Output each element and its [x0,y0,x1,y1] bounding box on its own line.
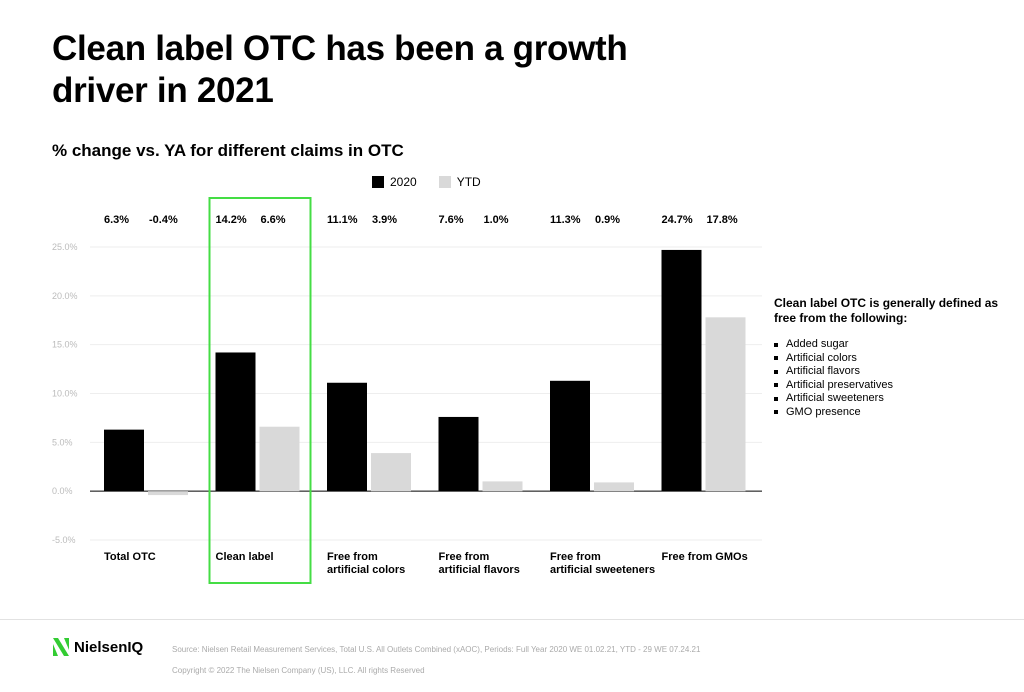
definition-item: Artificial preservatives [774,379,893,393]
definition-list: Added sugar Artificial colors Artificial… [774,338,893,419]
x-tick-label: Free from GMOs [662,551,748,563]
definition-item: Artificial flavors [774,365,893,379]
bar-2020-1 [215,352,256,492]
bar-ytd-4 [594,482,634,492]
source-note: Source: Nielsen Retail Measurement Servi… [172,645,701,654]
definition-item: GMO presence [774,406,893,420]
legend-item-ytd: YTD [438,175,481,189]
y-tick-label: 5.0% [52,437,73,447]
data-label: 14.2% [216,214,247,226]
x-tick-label: artificial flavors [439,564,520,576]
footer-divider [0,619,1024,620]
data-label: -0.4% [149,214,178,226]
definition-item-label: Artificial preservatives [786,378,893,391]
definition-item-label: Artificial flavors [786,365,860,377]
bullet-icon [774,356,778,361]
definition-item: Artificial colors [774,352,893,366]
bar-2020-3 [438,416,479,492]
x-tick-label: Clean label [216,551,274,563]
bullet-icon [774,342,778,347]
bar-2020-0 [104,429,144,492]
x-tick-label: artificial sweeteners [550,564,655,576]
copyright-note: Copyright © 2022 The Nielsen Company (US… [172,666,425,675]
data-label: 3.9% [372,214,397,226]
definition-item: Added sugar [774,338,893,352]
chart-legend: 2020 YTD [372,175,503,189]
y-tick-label: 25.0% [52,242,78,252]
data-label: 6.3% [104,214,129,226]
highlight-box [208,197,312,584]
chart-subtitle: % change vs. YA for different claims in … [52,141,404,160]
data-label: 11.3% [550,214,581,226]
logo-text: NielsenIQ [74,638,144,656]
definition-title: Clean label OTC is generally defined as … [774,296,999,325]
definition-item-label: Added sugar [786,338,849,350]
data-label: 11.1% [327,214,358,226]
data-label: 6.6% [261,214,286,226]
y-tick-label: -5.0% [52,535,76,545]
bullet-icon [774,369,778,374]
y-tick-label: 10.0% [52,389,78,399]
y-tick-label: 15.0% [52,340,78,350]
data-label: 24.7% [662,214,693,226]
x-tick-label: Total OTC [104,551,156,563]
y-tick-label: 20.0% [52,291,78,301]
bar-ytd-1 [259,426,300,492]
bar-ytd-3 [482,481,523,492]
legend-swatch-ytd [438,176,451,188]
legend-item-2020: 2020 [372,175,417,189]
data-label: 7.6% [439,214,464,226]
page-title: Clean label OTC has been a growth driver… [52,29,628,110]
bar-2020-4 [550,380,590,492]
data-label: 1.0% [484,214,509,226]
bar-ytd-0 [148,491,188,496]
bullet-icon [774,410,778,415]
definition-item-label: Artificial sweeteners [786,392,884,404]
definition-item-label: GMO presence [786,405,861,418]
data-label: 17.8% [707,214,738,226]
y-tick-label: 0.0% [52,486,73,496]
bullet-icon [774,383,778,388]
definition-item: Artificial sweeteners [774,392,893,406]
bar-chart: 25.0% 20.0% 15.0% 10.0% 5.0% 0.0% -5.0% 6.3% -0.… [52,197,762,584]
legend-label-ytd: YTD [456,175,481,189]
legend-label-2020: 2020 [390,175,417,189]
bar-2020-5 [661,249,702,492]
legend-swatch-2020 [372,176,384,188]
bar-ytd-2 [371,453,411,492]
data-label: 0.9% [595,214,620,226]
nielseniq-logo: NielsenIQ [52,637,143,657]
x-tick-label: Free from [327,551,378,563]
bar-ytd-5 [705,317,746,492]
x-tick-label: artificial colors [327,564,405,576]
nielseniq-logo-icon [53,638,69,656]
definition-item-label: Artificial colors [786,351,857,364]
bar-2020-2 [327,382,367,492]
x-tick-label: Free from [550,551,601,563]
x-tick-label: Free from [439,551,490,563]
bullet-icon [774,396,778,401]
